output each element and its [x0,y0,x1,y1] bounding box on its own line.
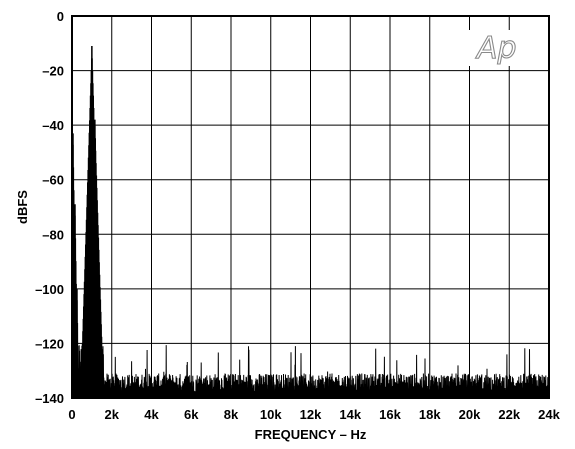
y-tick-label: –60 [42,173,64,188]
x-tick-label: 16k [379,407,401,422]
y-axis-ticks: 0 –20 –40 –60 –80 –100 –120 –140 [35,9,64,406]
x-tick-label: 14k [339,407,361,422]
x-tick-label: 4k [144,407,159,422]
y-tick-label: –20 [42,64,64,79]
y-tick-label: –100 [35,282,64,297]
x-tick-label: 8k [224,407,239,422]
x-tick-label: 6k [184,407,199,422]
watermark-background [469,30,535,66]
grid-lines [72,16,549,398]
y-tick-label: –120 [35,336,64,351]
y-tick-label: –40 [42,118,64,133]
x-tick-label: 22k [498,407,520,422]
x-tick-label: 20k [459,407,481,422]
x-axis-ticks: 0 2k 4k 6k 8k 10k 12k 14k 16k 18k 20k 22k 24k [68,407,560,422]
ap-watermark-logo: Ap [475,31,517,66]
x-tick-label: 10k [260,407,282,422]
y-tick-label: –80 [42,227,64,242]
x-tick-label: 24k [538,407,560,422]
y-tick-label: –140 [35,391,64,406]
y-axis-label: dBFS [15,190,30,224]
y-tick-label: 0 [57,9,64,24]
spectrum-series-line [71,45,550,399]
plot-frame [71,15,550,399]
x-tick-label: 18k [419,407,441,422]
x-tick-label: 2k [105,407,120,422]
x-tick-label: 12k [300,407,322,422]
x-tick-label: 0 [68,407,75,422]
x-axis-label: FREQUENCY – Hz [255,427,367,442]
